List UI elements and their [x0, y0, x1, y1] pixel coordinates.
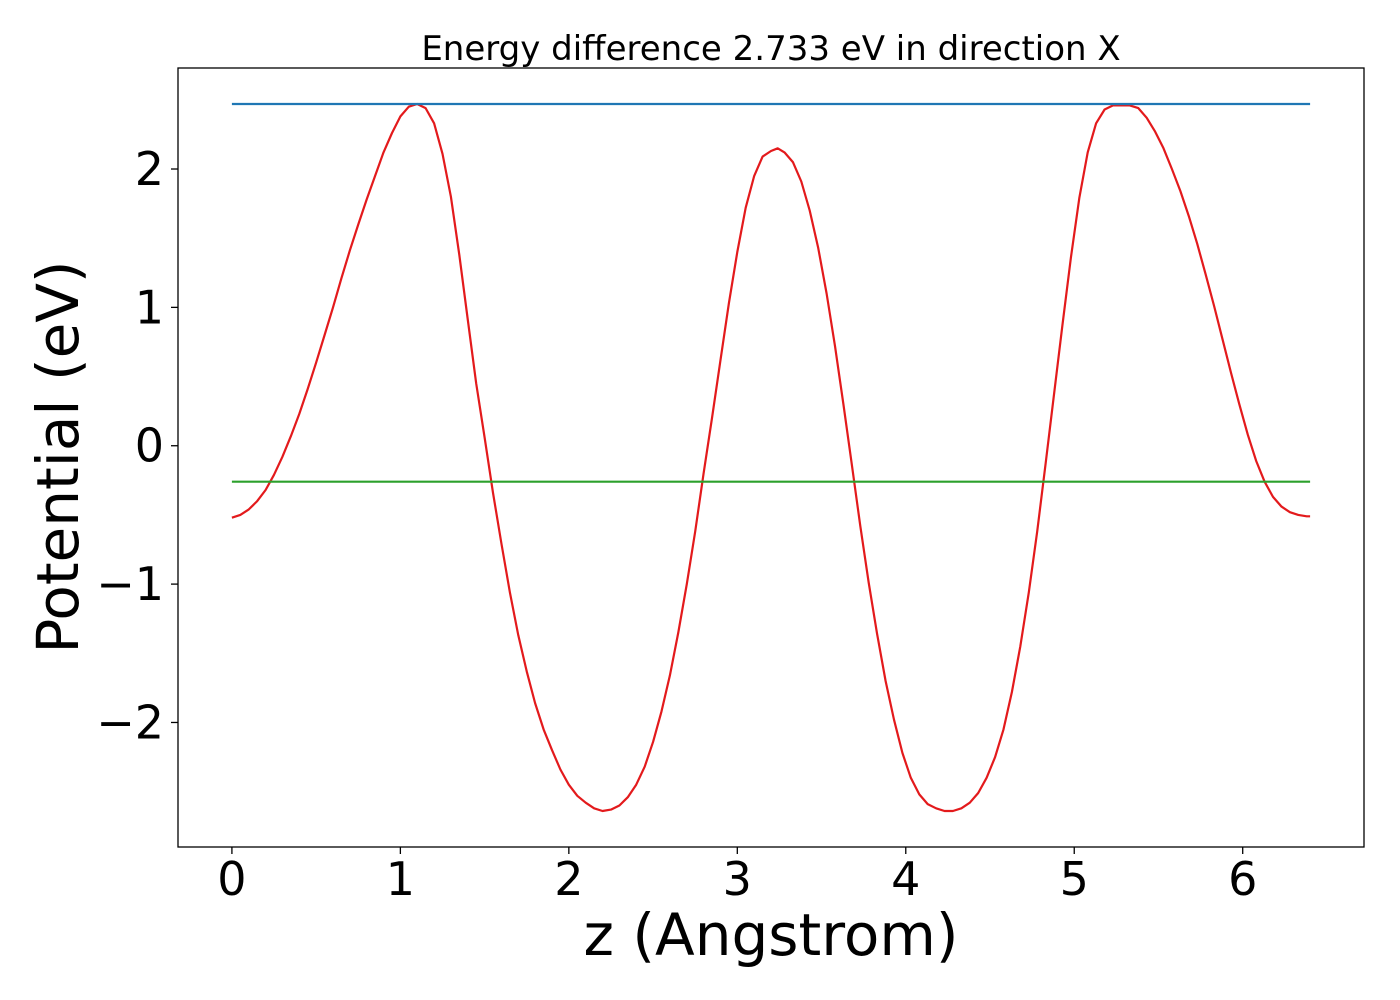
x-tick-label: 6	[1228, 852, 1257, 906]
plot-frame	[177, 67, 1365, 848]
y-tick-label: −2	[96, 695, 164, 749]
y-tick-label: 0	[135, 419, 164, 473]
x-axis-label: z (Angstrom)	[584, 901, 959, 969]
y-axis-ticks: −2 −1 0 1 2	[96, 142, 178, 749]
x-tick-label: 2	[554, 852, 583, 906]
series-line-0	[231, 102, 1311, 813]
series-layer	[231, 102, 1311, 813]
y-tick-label: 1	[135, 280, 164, 334]
x-axis-ticks: 0 1 2 3 4 5 6	[217, 847, 1257, 906]
y-tick-label: −1	[96, 557, 164, 611]
y-tick-label: 2	[135, 142, 164, 196]
x-tick-label: 4	[891, 852, 920, 906]
x-tick-label: 3	[723, 852, 752, 906]
x-tick-label: 0	[217, 852, 246, 906]
x-tick-label: 5	[1060, 852, 1089, 906]
x-tick-label: 1	[386, 852, 415, 906]
chart-title: Energy difference 2.733 eV in direction …	[421, 29, 1120, 69]
y-axis-label: Potential (eV)	[24, 260, 92, 653]
